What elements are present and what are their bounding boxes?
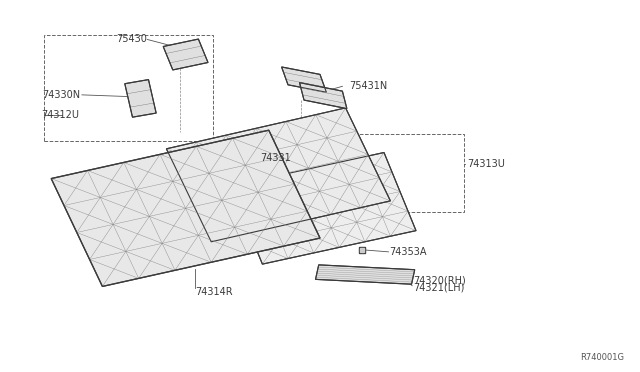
Text: 74353A: 74353A xyxy=(389,247,427,257)
Polygon shape xyxy=(300,83,347,109)
Text: 75430: 75430 xyxy=(116,35,147,44)
Text: 74320(RH): 74320(RH) xyxy=(413,275,465,285)
Text: 74331: 74331 xyxy=(260,153,291,163)
Polygon shape xyxy=(51,130,320,286)
Polygon shape xyxy=(230,153,416,264)
Polygon shape xyxy=(316,265,415,284)
Text: R740001G: R740001G xyxy=(580,353,624,362)
Polygon shape xyxy=(282,67,326,92)
Text: 74313U: 74313U xyxy=(467,159,505,169)
Polygon shape xyxy=(163,39,208,70)
Bar xyxy=(44,35,213,141)
Bar xyxy=(339,134,464,212)
Polygon shape xyxy=(125,80,156,117)
Text: 74314R: 74314R xyxy=(195,287,233,297)
Text: 74321(LH): 74321(LH) xyxy=(413,283,464,293)
Text: 75431N: 75431N xyxy=(349,81,387,91)
Text: 74312U: 74312U xyxy=(42,110,79,120)
Polygon shape xyxy=(166,108,390,242)
Text: 74330N: 74330N xyxy=(42,90,80,100)
